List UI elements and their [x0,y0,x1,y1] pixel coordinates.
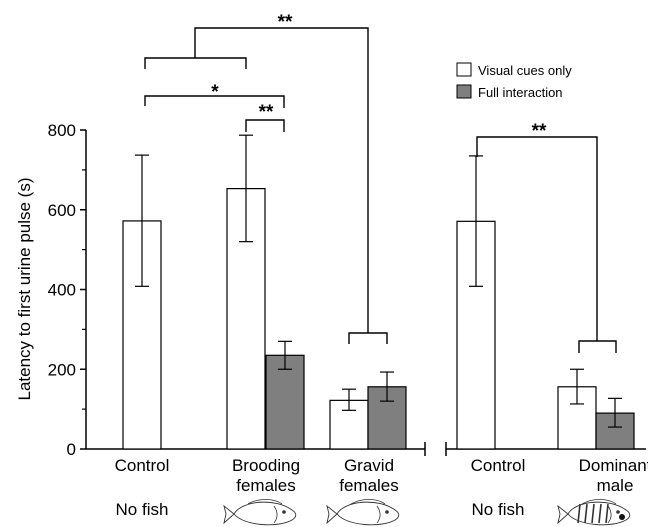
fish-gill [376,505,381,524]
fish-eye [616,510,620,514]
fish-eye [385,510,389,514]
category-label: Dominant [579,456,648,475]
category-label: females [236,476,296,495]
bracket-gravid [348,332,388,344]
y-tick-label: 600 [48,201,76,220]
bracket-top-connector [194,27,369,333]
bracket-dominant [578,340,617,353]
dominant-male-fish-icon [557,499,631,526]
significance-label: ** [259,102,274,123]
fish-opercular-spot [619,514,625,520]
fish-eye [282,510,286,514]
significance-label: * [211,82,219,103]
gravid-female-fish-icon [326,499,400,526]
category-label: Gravid [344,456,394,475]
significance-label: ** [278,12,293,33]
bracket-right-connector [476,136,598,341]
fish-bar-marking [577,503,581,524]
category-label: Brooding [232,456,300,475]
significance-label: ** [532,121,547,142]
fish-body [336,501,400,526]
legend-swatch-full [456,84,472,99]
bracket-control-vs-brooding [144,95,285,108]
category-label: females [339,476,399,495]
brooding-female-fish-icon [223,499,297,526]
fish-body [233,501,297,526]
bracket-left-group [144,57,247,69]
category-label: Control [115,456,170,475]
fish-tail [223,504,235,525]
legend-swatch-visual [456,62,472,77]
fish-tail [326,504,338,525]
fish-tail [557,504,569,525]
y-tick-label: 400 [48,281,76,300]
bracket-brooding [245,119,285,132]
fish-bar-marking [598,503,602,524]
bar-full-interaction [265,354,305,450]
fish-dorsal-fin [247,499,283,505]
fish-bar-marking [591,503,595,524]
fish-dorsal-fin [581,499,617,505]
y-tick-label: 800 [48,121,76,140]
y-axis-label: Latency to first urine pulse (s) [15,178,34,401]
category-label: Control [471,456,526,475]
legend-label-visual: Visual cues only [478,63,572,78]
error-bars [135,134,622,428]
legend-label-full: Full interaction [478,85,563,100]
y-ticks: 0 200 400 600 800 [48,121,86,459]
significance-brackets: ******* [144,12,617,353]
bars [122,188,635,450]
fish-bar-marking [605,503,609,524]
fish-gill [273,505,278,524]
legend: Visual cues only Full interaction [456,62,572,100]
fish-body [567,501,631,526]
y-tick-label: 200 [48,360,76,379]
fish-bar-marking [584,503,588,524]
stimulus-label: No fish [116,500,169,519]
category-label: male [597,476,634,495]
fish-icons [223,499,631,526]
stimulus-label: No fish [472,500,525,519]
fish-gill [607,505,612,524]
fish-dorsal-fin [350,499,386,505]
y-tick-label: 0 [67,440,76,459]
